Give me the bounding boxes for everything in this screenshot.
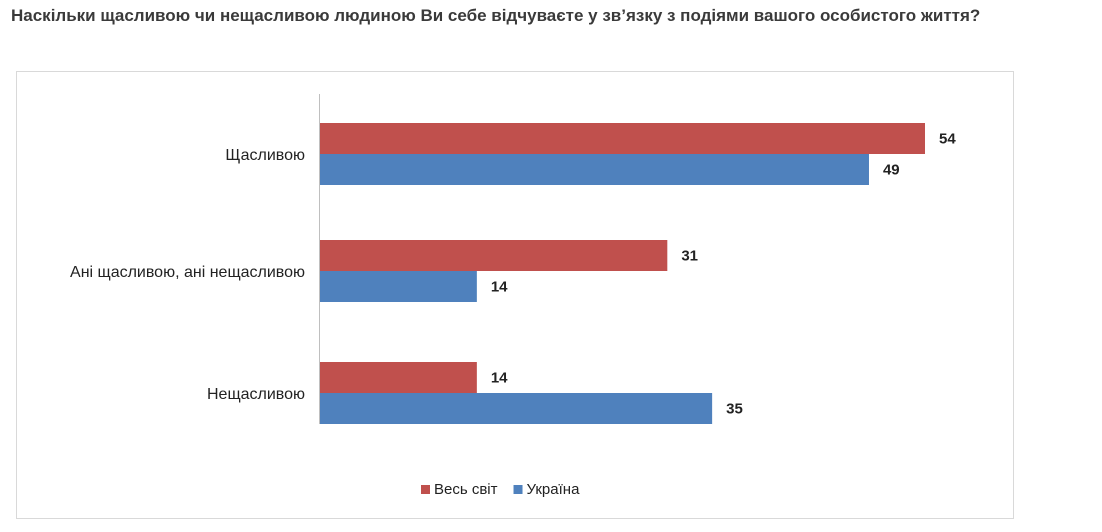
bar [320,362,477,393]
bar-chart: Щасливою Ані щасливою, ані нещасливою Неща… [70,94,956,498]
value-labels: 54 49 31 14 14 35 [491,131,956,418]
legend-label: Україна [527,481,581,498]
bar [320,271,477,302]
chart-frame: Щасливою Ані щасливою, ані нещасливою Неща… [16,71,1014,519]
data-label: 35 [726,401,743,418]
data-label: 14 [491,279,508,296]
bar [320,154,869,185]
page-title: Наскільки щасливою чи нещасливою людиною… [11,6,981,25]
category-label: Щасливою [225,147,305,164]
chart-legend: Весь світ Україна [421,481,580,498]
data-label: 54 [939,131,956,148]
category-labels: Щасливою Ані щасливою, ані нещасливою Неща… [70,147,305,403]
data-label: 49 [883,162,900,179]
category-label: Нещасливою [207,386,305,403]
data-label: 14 [491,370,508,387]
bar [320,123,925,154]
bars [320,123,925,424]
data-label: 31 [681,248,698,265]
legend-swatch [513,485,523,494]
legend-label: Весь світ [434,481,498,498]
bar [320,240,668,271]
category-label: Ані щасливою, ані нещасливою [70,264,305,281]
bar [320,393,713,424]
legend-swatch [421,485,430,494]
